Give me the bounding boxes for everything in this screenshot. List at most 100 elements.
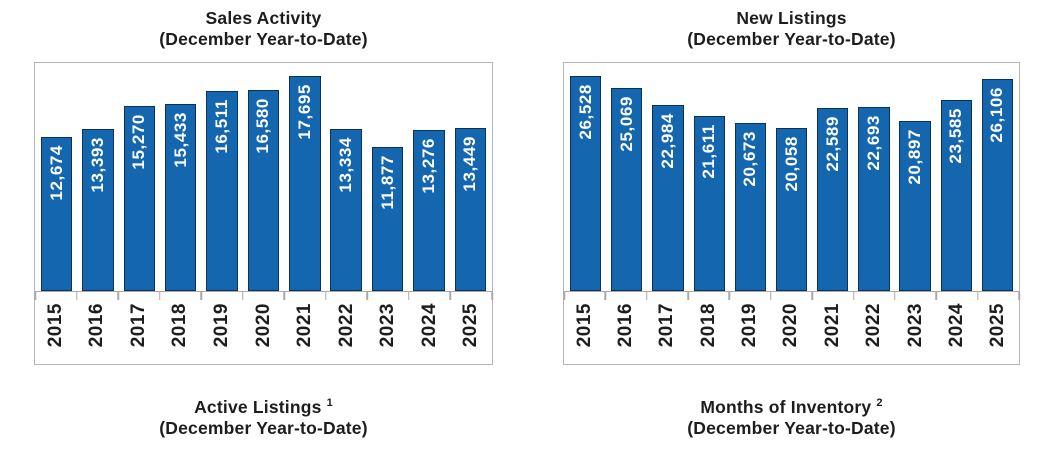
- bar-value-label: 13,334: [336, 137, 356, 193]
- bar-2018: 15,433: [165, 103, 197, 291]
- bar-value-label: 22,984: [657, 112, 677, 169]
- sales-activity-chart: Sales Activity (December Year-to-Date) 1…: [34, 0, 493, 365]
- axis-tick: [75, 292, 78, 300]
- bar-value-label: 12,674: [46, 145, 66, 201]
- x-label-slot: 2016: [77, 303, 119, 353]
- x-label-slot: 2019: [729, 303, 770, 353]
- x-axis-labels: 2015 2016 2017 2018 2019 2020 2021 2022 2023 2024…: [35, 301, 492, 353]
- bar-value-label: 21,611: [699, 123, 719, 179]
- footnote-marker: 2: [876, 397, 883, 409]
- axis-tick: [283, 292, 286, 300]
- axis-tick: [687, 292, 689, 300]
- x-tick-label-2024: 2024: [418, 303, 440, 348]
- bar-2016: 25,069: [611, 87, 643, 291]
- x-label-slot: 2021: [812, 303, 853, 353]
- footer-title-line1: Months of Inventory 2: [700, 396, 883, 417]
- bar-slot-2021: 22,589: [812, 63, 853, 291]
- bar-2023: 20,897: [899, 121, 931, 291]
- bar-2018: 21,611: [693, 115, 725, 291]
- bar-value-label: 25,069: [616, 95, 636, 152]
- axis-tick: [894, 292, 896, 300]
- x-label-slot: 2023: [367, 303, 409, 353]
- axis-tick: [604, 292, 607, 300]
- axis-tick: [976, 292, 979, 300]
- axis-tick: [491, 292, 493, 300]
- x-label-slot: 2021: [284, 303, 326, 353]
- bars-row: 12,674 13,393 15,270 15,433 16,511 16,580 17,6…: [35, 63, 492, 291]
- bar-value-label: 16,511: [212, 98, 232, 154]
- bar-slot-2018: 21,611: [689, 63, 730, 291]
- bar-slot-2023: 11,877: [367, 63, 408, 291]
- x-tick-label-2016: 2016: [615, 303, 637, 348]
- axis-tick: [366, 292, 369, 300]
- chart-title-sales-activity: Sales Activity (December Year-to-Date): [34, 0, 493, 62]
- axis-tick: [935, 292, 938, 300]
- bar-2024: 13,276: [413, 130, 445, 291]
- footnote-marker: 1: [326, 397, 333, 409]
- x-tick-label-2019: 2019: [210, 303, 232, 348]
- x-axis-labels: 2015 2016 2017 2018 2019 2020 2021 2022 2023 2024…: [564, 301, 1019, 353]
- bar-slot-2020: 16,580: [243, 63, 284, 291]
- chart-title-line2: (December Year-to-Date): [687, 29, 896, 49]
- x-tick-label-2023: 2023: [377, 303, 399, 348]
- x-label-slot: 2025: [450, 303, 492, 353]
- x-label-slot: 2020: [243, 303, 285, 353]
- bar-slot-2023: 20,897: [895, 63, 936, 291]
- bar-value-label: 17,695: [294, 84, 314, 141]
- x-tick-label-2020: 2020: [780, 303, 802, 348]
- axis-tick: [117, 292, 119, 300]
- axis-tick: [241, 292, 244, 300]
- axis-tick: [158, 292, 161, 300]
- axis-tick: [852, 292, 855, 300]
- x-label-slot: 2024: [409, 303, 451, 353]
- axis-tick: [200, 292, 202, 300]
- x-label-slot: 2019: [201, 303, 243, 353]
- x-tick-label-2021: 2021: [294, 303, 316, 348]
- footer-title-line2: (December Year-to-Date): [159, 417, 368, 438]
- bar-slot-2016: 13,393: [77, 63, 118, 291]
- axis-tick: [645, 292, 648, 300]
- x-label-slot: 2017: [647, 303, 688, 353]
- new-listings-chart: New Listings (December Year-to-Date) 26,…: [563, 0, 1020, 365]
- bar-2024: 23,585: [940, 99, 972, 291]
- x-tick-label-2017: 2017: [656, 303, 678, 348]
- axis-tick: [563, 292, 565, 300]
- x-tick-label-2021: 2021: [821, 303, 843, 348]
- bar-2016: 13,393: [82, 128, 114, 291]
- axis-tick: [34, 292, 36, 300]
- bar-slot-2017: 22,984: [647, 63, 688, 291]
- x-label-slot: 2025: [978, 303, 1019, 353]
- x-label-slot: 2020: [771, 303, 812, 353]
- bar-2015: 26,528: [569, 75, 602, 291]
- x-label-slot: 2022: [326, 303, 368, 353]
- footer-title-line1: Active Listings 1: [194, 396, 333, 417]
- bar-slot-2020: 20,058: [771, 63, 812, 291]
- bar-2023: 11,877: [371, 146, 404, 291]
- bar-2021: 22,589: [817, 107, 849, 291]
- x-label-slot: 2016: [605, 303, 646, 353]
- plot-area: 26,528 25,069 22,984 21,611 20,673 20,058 22,5…: [564, 63, 1019, 291]
- x-tick-label-2018: 2018: [697, 303, 719, 348]
- bar-slot-2018: 15,433: [160, 63, 201, 291]
- bar-slot-2019: 20,673: [730, 63, 771, 291]
- bar-value-label: 20,673: [740, 131, 760, 187]
- x-label-slot: 2018: [160, 303, 202, 353]
- chart-title-line1: Sales Activity: [205, 8, 322, 28]
- active-listings-title: Active Listings 1 (December Year-to-Date): [34, 393, 493, 439]
- chart-frame: 12,674 13,393 15,270 15,433 16,511 16,580 17,6…: [34, 62, 493, 365]
- bar-2025: 13,449: [454, 127, 486, 291]
- x-axis: [34, 291, 493, 301]
- axis-tick: [728, 292, 731, 300]
- x-label-slot: 2023: [895, 303, 936, 353]
- bar-value-label: 13,449: [460, 135, 480, 192]
- x-label-slot: 2018: [688, 303, 729, 353]
- x-tick-label-2023: 2023: [904, 303, 926, 348]
- months-of-inventory-title: Months of Inventory 2 (December Year-to-D…: [563, 393, 1020, 439]
- axis-tick: [770, 292, 772, 300]
- bar-value-label: 22,693: [863, 114, 883, 171]
- bar-2022: 13,334: [330, 129, 362, 291]
- plot-area: 12,674 13,393 15,270 15,433 16,511 16,580 17,6…: [35, 63, 492, 291]
- bar-value-label: 20,897: [905, 129, 925, 186]
- bar-2017: 15,270: [123, 105, 156, 291]
- bar-slot-2019: 16,511: [201, 63, 242, 291]
